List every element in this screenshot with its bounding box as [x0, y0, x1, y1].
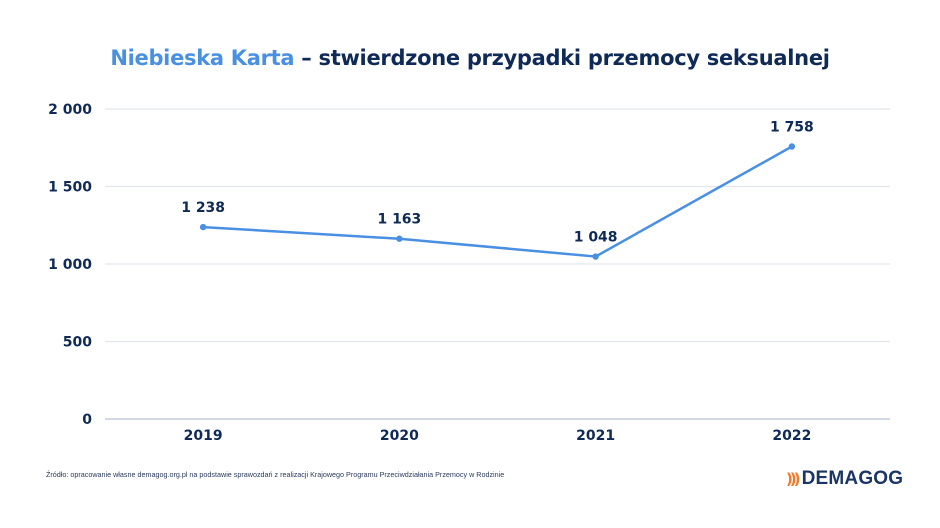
y-tick-label: 1 000 — [48, 257, 92, 273]
data-point — [396, 235, 403, 242]
chart-title: Niebieska Karta – stwierdzone przypadki … — [0, 46, 940, 70]
data-point — [788, 143, 796, 150]
x-tick-label: 2021 — [576, 428, 615, 444]
source-note: Źródło: opracowanie własne demagog.org.p… — [46, 470, 505, 479]
signal-waves-icon: ))) — [786, 470, 800, 488]
x-tick-label: 2020 — [380, 428, 419, 444]
data-label: 1 238 — [181, 200, 225, 216]
data-line — [203, 145, 793, 258]
logo-text: DEMAGOG — [801, 468, 904, 489]
data-label: 1 163 — [377, 212, 421, 228]
y-tick-label: 500 — [63, 335, 92, 351]
data-label: 1 758 — [770, 120, 814, 136]
y-tick-label: 0 — [82, 412, 92, 428]
data-point — [592, 253, 599, 260]
demagog-logo: ))) DEMAGOG — [786, 468, 903, 490]
chart-title-rest: – stwierdzone przypadki przemocy seksual… — [294, 46, 830, 70]
x-tick-label: 2019 — [184, 428, 223, 444]
data-label: 1 048 — [574, 230, 618, 246]
y-tick-label: 1 500 — [48, 180, 92, 196]
chart-title-accent: Niebieska Karta — [110, 46, 295, 70]
y-tick-label: 2 000 — [48, 102, 92, 118]
x-tick-label: 2022 — [772, 428, 811, 444]
data-point — [199, 223, 207, 231]
